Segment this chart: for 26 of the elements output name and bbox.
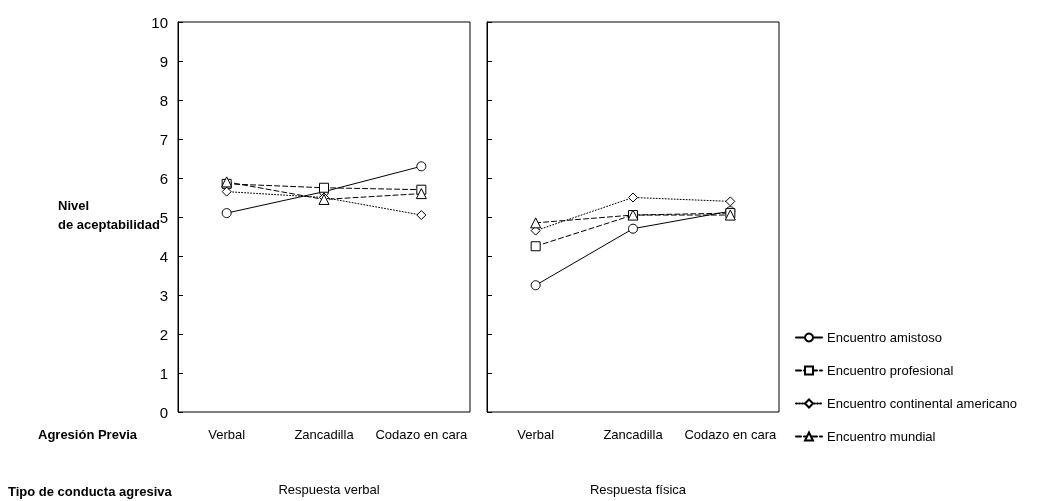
legend-label: Encuentro amistoso <box>827 330 942 345</box>
y-tick-label: 4 <box>159 247 168 265</box>
y-tick-label: 5 <box>159 208 168 226</box>
x-axis-title: Agresión Previa <box>38 427 138 442</box>
y-axis-title: Nivel de aceptabilidad <box>58 198 160 232</box>
y-tick-label: 6 <box>159 169 168 187</box>
x-tick-label: Codazo en cara <box>375 427 468 442</box>
y-tick-label: 9 <box>159 52 168 70</box>
y-tick-label: 2 <box>159 325 168 343</box>
y-tick-label: 8 <box>159 91 168 109</box>
text: Respuesta física <box>589 482 687 497</box>
text: Tipo de conducta agresiva <box>8 484 173 499</box>
y-tick-label: 0 <box>159 403 168 421</box>
y-tick-label: 3 <box>159 286 168 304</box>
legend-label: Encuentro continental americano <box>827 396 1018 411</box>
x-tick-label: Zancadilla <box>603 427 664 442</box>
text: Respuesta verbal <box>278 482 380 497</box>
y-tick-label: 1 <box>159 364 168 382</box>
x-tick-label: Verbal <box>208 427 246 442</box>
y-tick-label: 10 <box>151 13 168 31</box>
legend-label: Encuentro mundial <box>827 429 936 444</box>
x-tick-label: Zancadilla <box>294 427 355 442</box>
y-tick-label: 7 <box>159 130 168 148</box>
x-tick-label: Verbal <box>517 427 555 442</box>
legend-label: Encuentro profesional <box>827 363 954 378</box>
x-tick-label: Codazo en cara <box>684 427 777 442</box>
